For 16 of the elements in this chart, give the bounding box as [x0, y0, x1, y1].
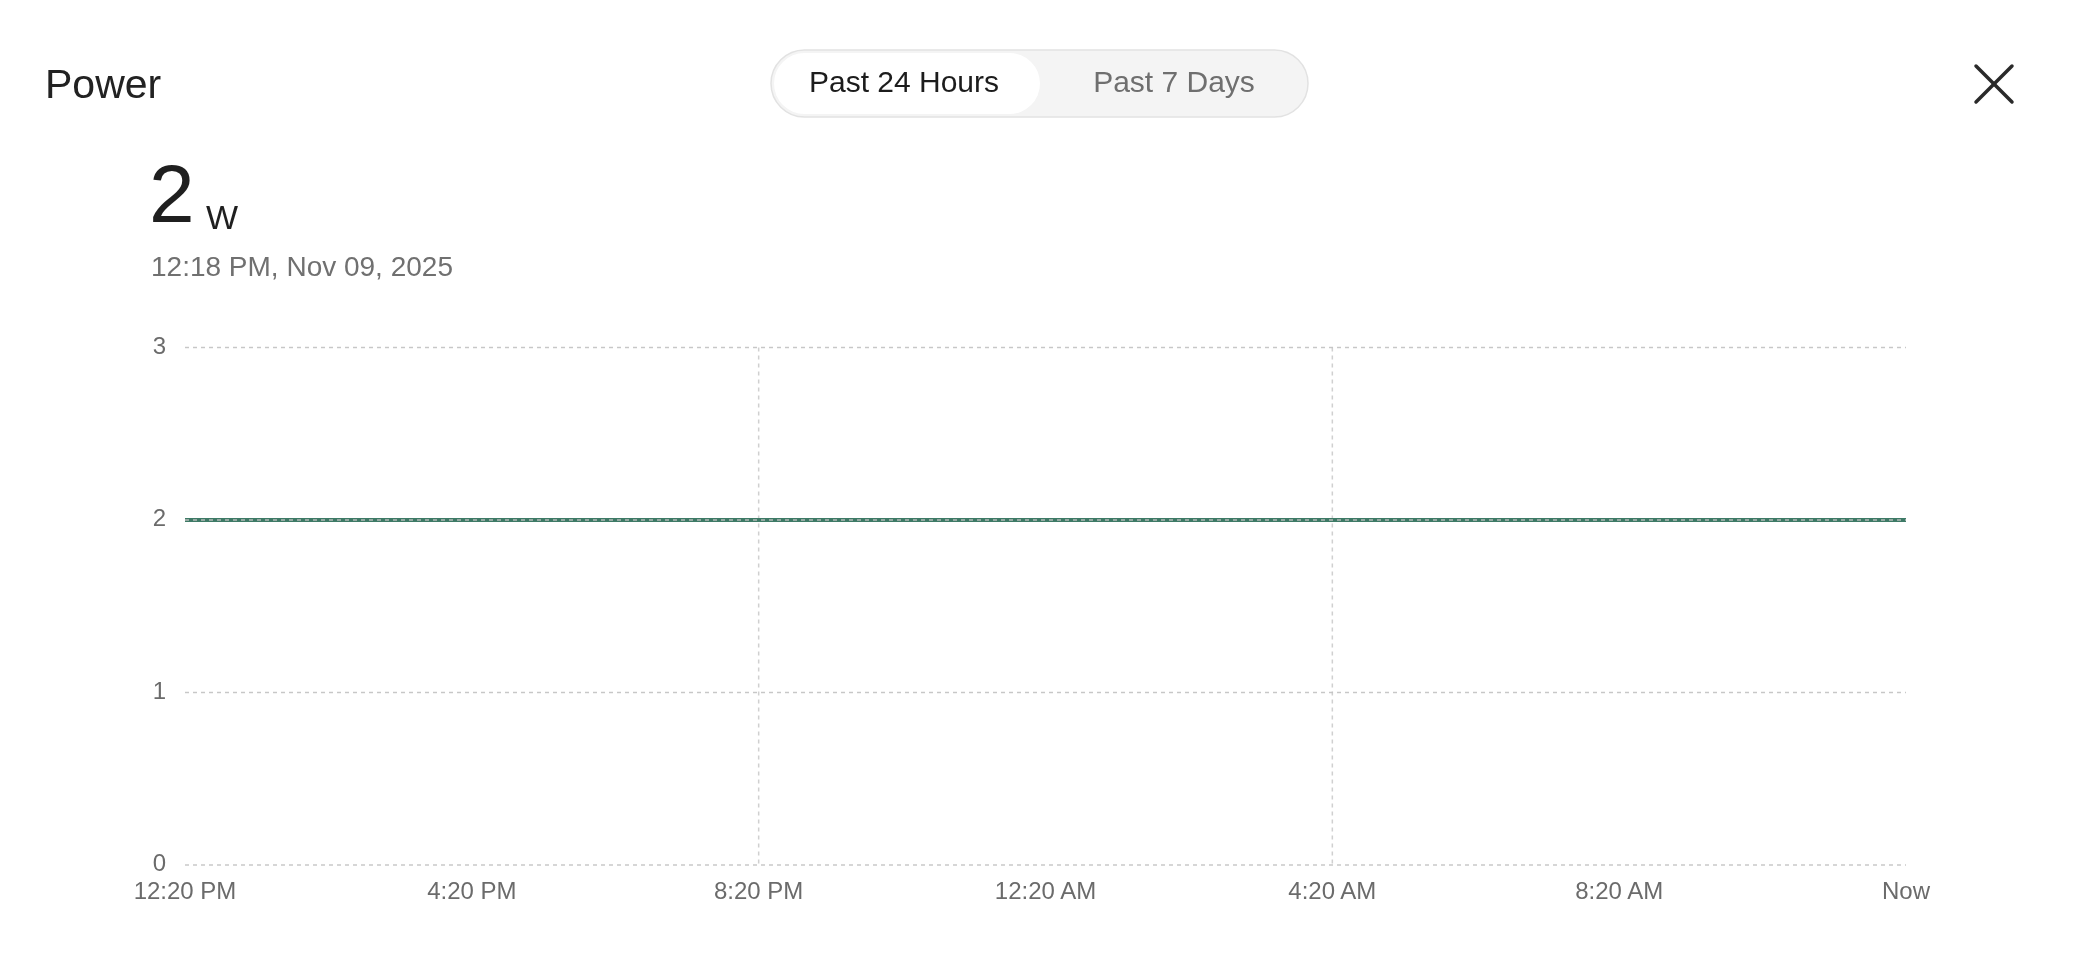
text: Past 24 Hours — [808, 64, 1000, 98]
y-tick-label: 3 — [152, 331, 166, 359]
x-tick-label: 8:20 PM — [713, 877, 804, 905]
chart-title: Power — [45, 61, 162, 107]
y-tick-label: 2 — [152, 504, 166, 532]
text: Past 7 Days — [1093, 64, 1255, 98]
x-tick-label: 4:20 AM — [1288, 877, 1377, 905]
y-tick-label: 0 — [152, 849, 166, 877]
x-tick-label: 8:20 AM — [1575, 877, 1664, 905]
x-tick-label: 12:20 PM — [133, 877, 237, 905]
x-tick-label: 12:20 AM — [994, 877, 1097, 905]
x-tick-label: 4:20 PM — [427, 877, 517, 905]
x-tick-label: Now — [1881, 877, 1931, 905]
text: W — [206, 198, 239, 236]
y-tick-label: 1 — [152, 676, 166, 704]
text: 12:18 PM, Nov 09, 2025 — [151, 251, 453, 282]
